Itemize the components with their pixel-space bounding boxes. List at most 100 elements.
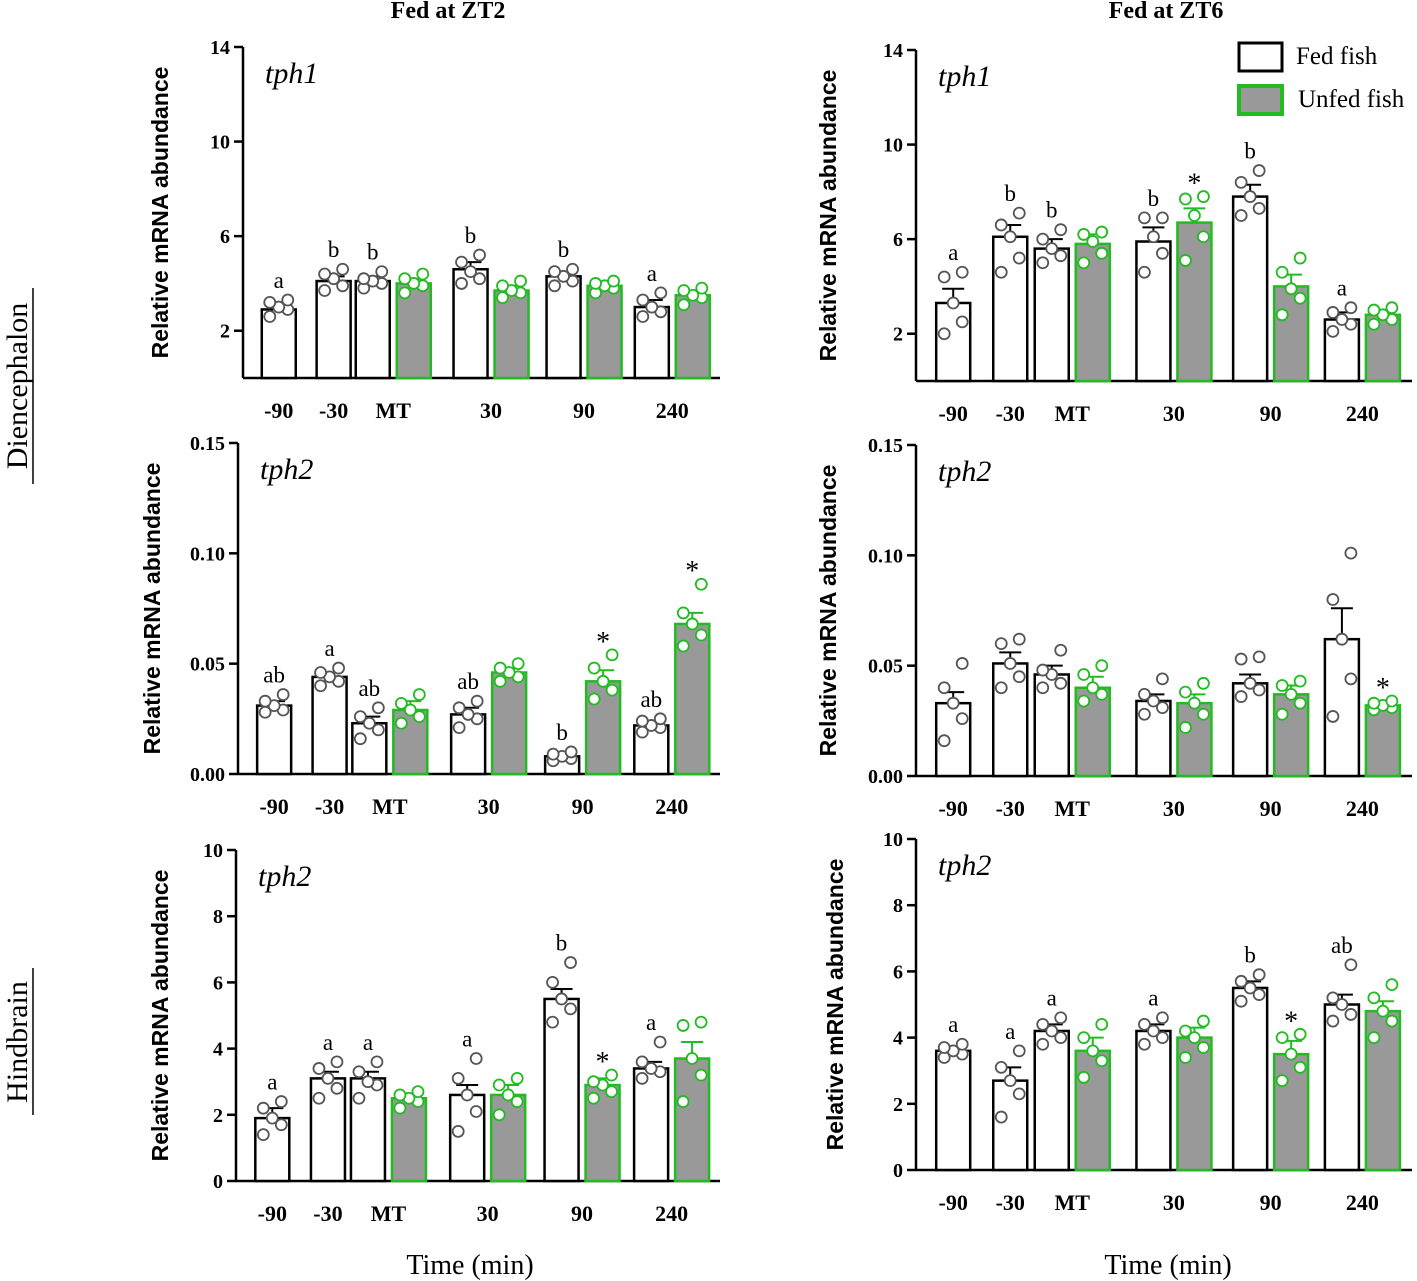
fed-data-point [955,265,969,279]
fed-data-point [1234,652,1248,666]
fed-data-point [1335,998,1349,1011]
unfed-data-point [1086,681,1100,695]
unfed-data-point [394,716,408,730]
fed-data-point [654,286,668,300]
fed-bar [1033,1029,1070,1172]
unfed-data-point [1275,679,1289,692]
unfed-data-point [493,674,507,688]
fed-bar-group: a [1033,986,1070,1172]
significance-letter: a [647,261,657,286]
fed-data-point [1156,211,1169,225]
unfed-data-point [1275,308,1289,322]
unfed-data-point [1197,707,1210,721]
significance-letter: b [1244,943,1256,968]
unfed-data-point [398,272,412,286]
fed-data-point [946,296,960,310]
fed-bar [354,279,392,380]
unfed-bar-group [1364,978,1402,1172]
svg-text:Diencephalon: Diencephalon [1,303,34,470]
unfed-data-point [1367,303,1381,317]
unfed-data-point [677,298,691,312]
unfed-bar-group [490,657,528,776]
legend-label-fed: Fed fish [1296,43,1378,70]
fed-data-point [281,293,295,307]
fed-bar [1135,240,1172,383]
fed-bar-group: a [349,1030,387,1183]
fed-bar-group: b [315,237,352,380]
x-tick-label: -90 [939,796,968,821]
x-tick-label: 30 [1163,401,1185,426]
fed-data-point [1252,164,1266,177]
fed-data-point [946,696,960,710]
x-tick-label: 90 [572,794,594,819]
y-axis-label: Relative mRNA abundance [815,465,841,757]
x-tick-label: 30 [480,398,502,423]
fed-bar-group: b [1231,139,1269,383]
x-tick-label: 90 [571,1201,593,1226]
unfed-data-point [511,657,525,671]
fed-data-point [371,701,385,715]
unfed-data-point [1284,1047,1298,1061]
fed-data-point [1234,994,1248,1008]
significance-letter: a [1005,1019,1015,1044]
significance-letter: a [324,636,334,661]
fed-data-point [994,637,1008,650]
fed-bar [1033,247,1070,383]
unfed-data-point [1275,707,1289,721]
fed-data-point [994,218,1008,232]
unfed-data-point [685,617,699,631]
y-tick-label: 4 [893,1028,903,1050]
fed-bar-group: a [448,1027,486,1183]
unfed-bar-group [392,688,429,776]
unfed-data-point [1385,301,1399,315]
fed-bar-group: b [1033,198,1070,383]
y-tick-label: 10 [210,132,230,154]
fed-data-point [361,1075,375,1089]
svg-text:Hindbrain: Hindbrain [1,981,34,1103]
unfed-data-point [1385,694,1399,708]
fed-data-point [1012,1044,1026,1058]
unfed-data-point [1293,1027,1307,1041]
fed-data-point [1138,687,1151,701]
x-axis-title-right: Time (min) [1104,1250,1231,1281]
fed-data-point [955,315,969,329]
fed-bar [1135,1029,1172,1172]
fed-data-point [994,1060,1008,1074]
fed-data-point [1344,301,1358,315]
unfed-data-point [501,1088,515,1102]
x-tick-label: -90 [939,401,968,426]
unfed-data-point [1284,282,1298,296]
fed-data-point [321,1071,335,1085]
fed-data-point [1054,1031,1068,1044]
fed-data-point [1138,1037,1151,1051]
panel-gene-title: tph2 [938,455,991,488]
y-tick-label: 0.00 [868,766,903,788]
unfed-bar-group [1074,659,1111,778]
unfed-data-point [510,1071,524,1085]
unfed-data-point [416,267,430,281]
y-tick-label: 10 [883,829,903,851]
panels: 2 6 10 14 Relative mRNA abundance tph1 -90 a -30… [139,37,1412,1226]
y-tick-label: 2 [220,321,230,343]
unfed-data-point [587,692,601,706]
unfed-data-point [694,577,708,591]
significance-letter: b [1244,139,1256,164]
panel-gene-title: tph2 [258,860,311,893]
fed-bar-group: a [1323,276,1361,383]
x-tick-label: -30 [996,1190,1025,1215]
fed-data-point [1036,1037,1050,1051]
unfed-data-point [1284,687,1298,701]
fed-data-point [330,1055,344,1069]
chart-panel-E: 0 2 4 6 8 10 Relative mRNA abundance tph2 -90 a -3… [147,840,720,1226]
y-tick-label: 14 [883,40,903,62]
fed-data-point [1156,1031,1169,1044]
significance-letter: a [462,1027,472,1052]
y-tick-label: 8 [213,906,223,928]
unfed-data-point [1077,256,1091,270]
unfed-data-point [514,274,527,288]
fed-data-point [1003,230,1017,244]
unfed-data-point [1275,265,1289,279]
legend-swatch-fed [1237,41,1284,73]
fed-data-point [644,1062,658,1075]
